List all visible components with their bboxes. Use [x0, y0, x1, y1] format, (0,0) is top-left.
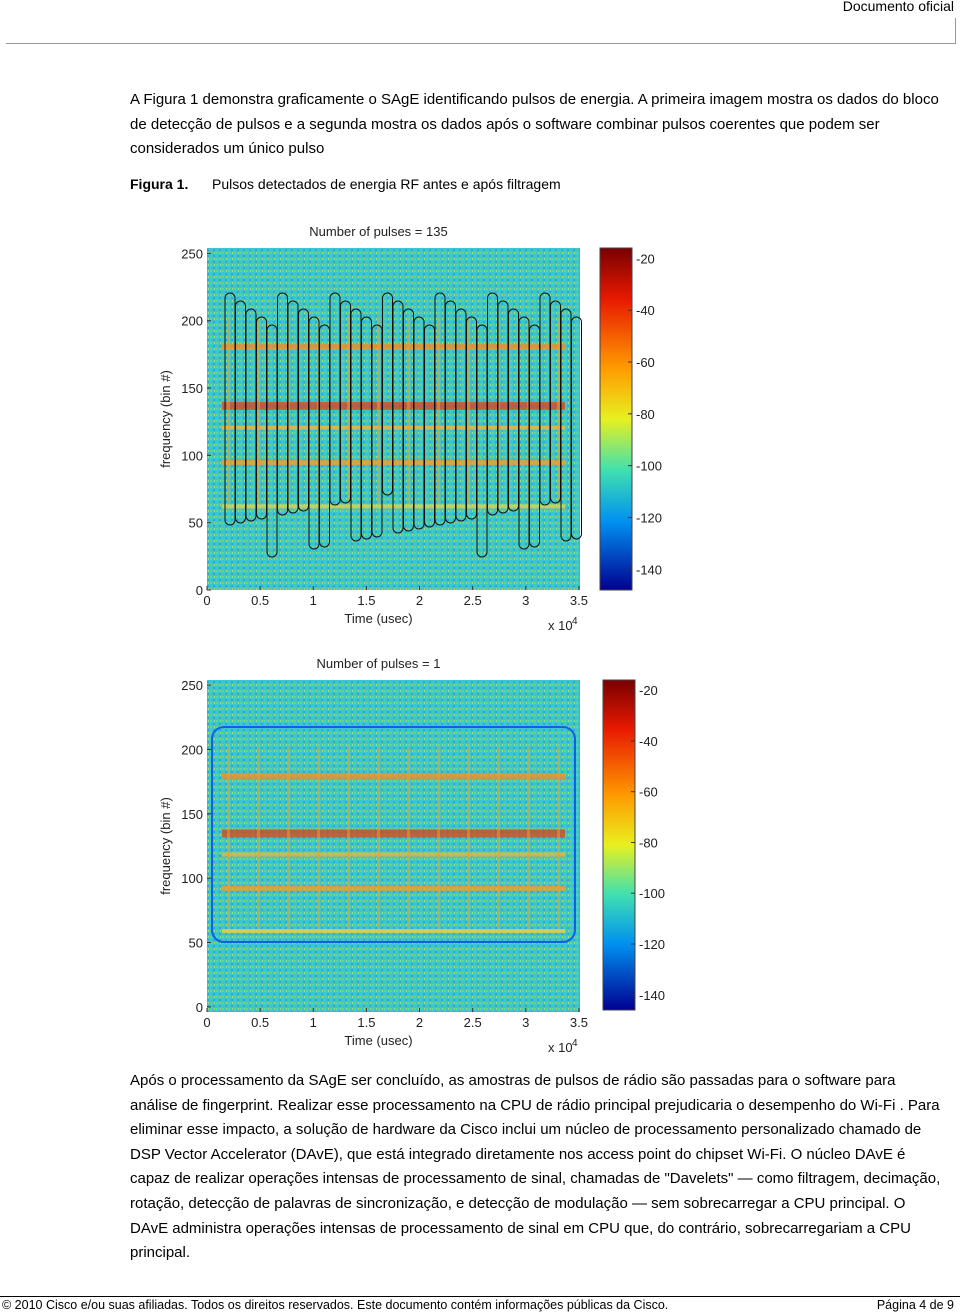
energy-band: [222, 929, 565, 933]
footer-copyright: © 2010 Cisco e/ou suas afiliadas. Todos …: [2, 1298, 669, 1312]
colorbar-tick-label: -140: [636, 562, 662, 577]
y-tick-label: 50: [189, 516, 203, 531]
header-label: Documento oficial: [842, 0, 954, 14]
energy-streak: [377, 316, 380, 505]
x-tick-label: 2: [416, 1015, 423, 1030]
x-tick-label: 2.5: [464, 593, 482, 608]
energy-band: [222, 885, 565, 891]
colorbar-tick-label: -80: [636, 407, 655, 422]
x-tick-label: 1.5: [357, 593, 375, 608]
y-tick-label: 50: [189, 936, 203, 951]
energy-streak: [557, 316, 560, 505]
energy-band: [222, 852, 565, 857]
x-axis-label: Time (usec): [344, 1033, 412, 1048]
y-tick-label: 250: [181, 246, 203, 261]
x-tick-label: 1.5: [357, 1015, 375, 1030]
energy-streak: [347, 316, 350, 505]
x-scale-base: x 10: [548, 618, 573, 633]
energy-streak: [347, 746, 350, 929]
pulse-box: [211, 726, 576, 943]
intro-paragraph: A Figura 1 demonstra graficamente o SAgE…: [130, 91, 939, 157]
y-tick-label: 0: [196, 583, 203, 598]
x-tick-label: 1: [310, 1015, 317, 1030]
energy-band: [222, 772, 565, 779]
colorbar-tick-label: -20: [636, 251, 655, 266]
energy-streak: [407, 746, 410, 929]
y-tick-label: 200: [181, 742, 203, 757]
x-tick-label: 0.5: [251, 593, 269, 608]
colorbar-tick-label: -60: [636, 355, 655, 370]
colorbar-tick-label: -120: [636, 510, 662, 525]
energy-band: [222, 829, 565, 838]
y-tick-label: 250: [181, 678, 203, 693]
pulse-box: [571, 316, 582, 540]
y-tick-label: 150: [181, 381, 203, 396]
x-tick-label: 0: [203, 1015, 210, 1030]
figure: Number of pulses = 135 Time (usec) frequen…: [158, 224, 665, 1055]
body-paragraph: Após o processamento da SAgE ser concluí…: [130, 1072, 941, 1262]
energy-streak: [467, 746, 470, 929]
plot-title: Number of pulses = 135: [309, 224, 447, 239]
header-rule: [6, 18, 956, 44]
colorbar-tick-label: -140: [639, 988, 665, 1003]
y-tick-label: 200: [181, 314, 203, 329]
colorbar-tick-label: -40: [639, 734, 658, 749]
energy-streak: [287, 746, 290, 929]
figure-label: Figura 1.: [130, 176, 189, 192]
x-tick-label: 3: [522, 1015, 529, 1030]
energy-streak: [527, 746, 530, 929]
x-tick-label: 3: [522, 593, 529, 608]
x-tick-label: 2: [416, 593, 423, 608]
footer-page: Página 4 de 9: [876, 1298, 954, 1312]
footer-rule: [0, 1296, 960, 1297]
colorbar-tick-label: -120: [639, 937, 665, 952]
energy-streak: [227, 746, 230, 929]
colorbar: [599, 247, 633, 591]
colorbar-tick-label: -60: [639, 785, 658, 800]
figure-caption: Pulsos detectados de energia RF antes e …: [212, 176, 561, 192]
x-tick-label: 3.5: [570, 593, 588, 608]
x-scale-base: x 10: [548, 1040, 573, 1055]
colorbar-tick-label: -100: [636, 459, 662, 474]
energy-streak: [467, 316, 470, 505]
y-tick-label: 0: [196, 1000, 203, 1015]
y-tick-label: 100: [181, 448, 203, 463]
y-tick-label: 150: [181, 807, 203, 822]
x-tick-label: 2.5: [464, 1015, 482, 1030]
colorbar: [602, 679, 636, 1011]
x-tick-label: 3.5: [570, 1015, 588, 1030]
colorbar-tick-label: -20: [639, 683, 658, 698]
x-scale-exponent: 4: [572, 616, 578, 627]
energy-streak: [437, 746, 440, 929]
energy-streak: [257, 316, 260, 505]
energy-streak: [557, 746, 560, 929]
x-tick-label: 1: [310, 593, 317, 608]
colorbar-tick-label: -80: [639, 835, 658, 850]
colorbar-tick-label: -100: [639, 886, 665, 901]
y-tick-label: 100: [181, 871, 203, 886]
energy-streak: [437, 316, 440, 505]
plot-title: Number of pulses = 1: [317, 656, 441, 671]
energy-streak: [497, 746, 500, 929]
colorbar-tick-label: -40: [636, 303, 655, 318]
x-scale-exponent: 4: [572, 1038, 578, 1049]
y-axis-label: frequency (bin #): [158, 797, 173, 895]
spectrogram: [207, 680, 580, 1012]
y-axis-label: frequency (bin #): [158, 370, 173, 468]
energy-streak: [407, 316, 410, 505]
energy-streak: [377, 746, 380, 929]
x-axis-label: Time (usec): [344, 611, 412, 626]
energy-streak: [317, 746, 320, 929]
energy-streak: [227, 316, 230, 505]
x-tick-label: 0: [203, 593, 210, 608]
energy-streak: [257, 746, 260, 929]
x-tick-label: 0.5: [251, 1015, 269, 1030]
